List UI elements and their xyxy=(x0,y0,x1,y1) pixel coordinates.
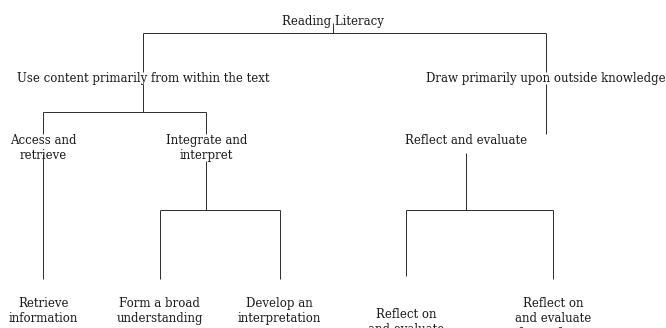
Text: Retrieve
information: Retrieve information xyxy=(9,297,78,325)
Text: Integrate and
interpret: Integrate and interpret xyxy=(166,134,247,162)
Text: Use content primarily from within the text: Use content primarily from within the te… xyxy=(17,72,270,85)
Text: Reflect on
and evaluate
form of text: Reflect on and evaluate form of text xyxy=(515,297,591,328)
Text: Draw primarily upon outside knowledge: Draw primarily upon outside knowledge xyxy=(426,72,666,85)
Text: Develop an
interpretation: Develop an interpretation xyxy=(238,297,322,325)
Text: Access and
retrieve: Access and retrieve xyxy=(10,134,77,162)
Text: Reflect on
and evaluate
content of
text: Reflect on and evaluate content of text xyxy=(368,308,444,328)
Text: Form a broad
understanding: Form a broad understanding xyxy=(117,297,203,325)
Text: Reflect and evaluate: Reflect and evaluate xyxy=(405,134,527,148)
Text: Reading Literacy: Reading Literacy xyxy=(282,15,384,28)
